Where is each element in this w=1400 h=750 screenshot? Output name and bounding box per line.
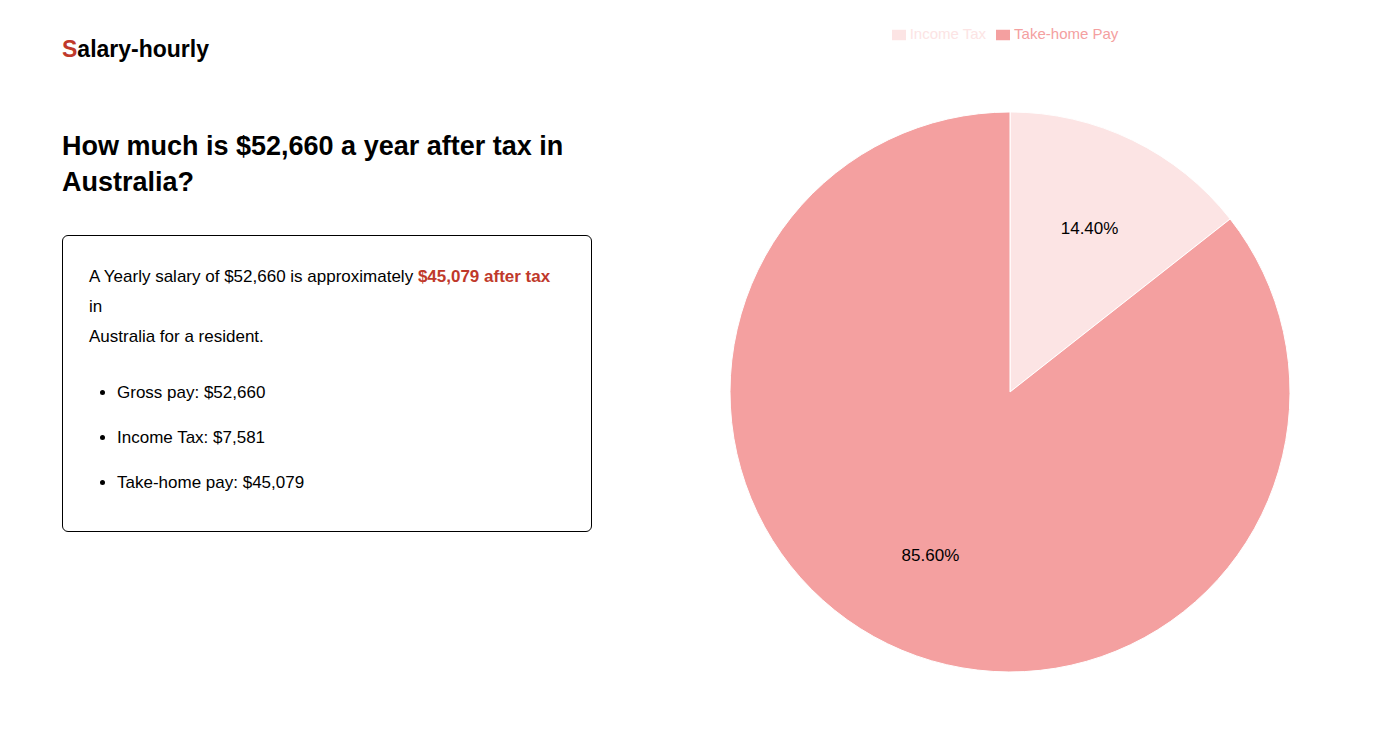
html-text:Income Tax: $7,581: Income Tax: $7,581 [117, 428, 266, 447]
svg-text:14.40%: 14.40% [1061, 219, 1119, 238]
html-text:S alary-hourly: S alary-hourly [62, 36, 209, 62]
html-text:Take-home pay: $45,079: Take-home pay: $45,079 [117, 473, 305, 492]
html-text:How much is $52,660 a year aft: How much is $52,660 a year after tax in … [62, 131, 564, 197]
html-text:Take-home Pay: Take-home Pay [1014, 25, 1119, 42]
html-text:Gross pay: $52,660: Gross pay: $52,660 [117, 383, 266, 402]
svg-text:85.60%: 85.60% [902, 546, 960, 565]
html-text:A Yearly salary of $52,660 is: A Yearly salary of $52,660 is approximat… [89, 267, 555, 316]
html-text:Income Tax: Income Tax [909, 25, 987, 42]
html-text:Australia for a resident.: Australia for a resident. [89, 327, 264, 346]
